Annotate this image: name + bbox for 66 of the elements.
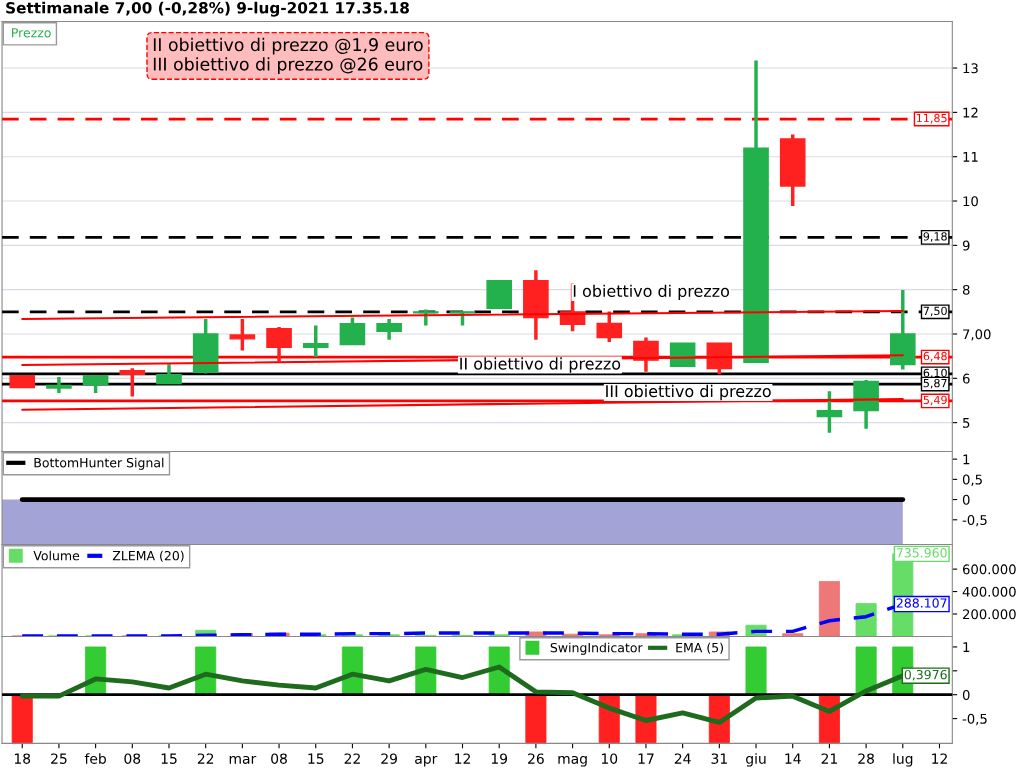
x-tick-label: 08 — [271, 753, 287, 764]
x-tick-label: 08 — [124, 753, 141, 764]
x-tick-label: giu — [746, 753, 766, 767]
ref-line-label: 5,87 — [923, 378, 947, 389]
y-tick-label: 0,5 — [962, 474, 982, 486]
x-tick-label: mag — [558, 755, 587, 767]
x-tick-label: 25 — [51, 753, 67, 764]
x-tick-label: 28 — [858, 753, 874, 764]
ref-line-label: 6,10 — [923, 368, 947, 379]
x-tick-label: 29 — [381, 753, 397, 764]
data-label: 288.107 — [896, 598, 947, 608]
y-tick-label: -0,5 — [962, 515, 987, 527]
y-tick-label: 1 — [963, 642, 970, 652]
y-tick-label: 600.000 — [962, 564, 1016, 575]
x-tick-label: 12 — [932, 753, 947, 764]
x-tick-label: 10 — [601, 753, 618, 764]
x-tick-label: 19 — [491, 753, 508, 764]
annotation: II obiettivo di prezzo @1,9 euro III obiettivo di prezzo @26 euro — [153, 37, 423, 75]
ref-line-label: 6,48 — [923, 351, 947, 362]
x-tick-label: 21 — [821, 753, 837, 764]
y-tick-label: 9 — [962, 240, 970, 251]
text: Prezzo — [12, 28, 51, 38]
ref-line-label: 5,49 — [923, 395, 947, 406]
legend-label: EMA (5) — [676, 642, 723, 654]
x-tick-label: 31 — [711, 753, 727, 764]
y-tick-label: 7,00 — [963, 329, 991, 341]
x-tick-label: 18 — [14, 753, 31, 764]
legend-label: SwingIndicator — [550, 642, 643, 655]
data-label: 735.960 — [896, 548, 947, 558]
y-tick-label: 6 — [962, 373, 970, 384]
chart-title: Settimanale 7,00 (-0,28%) 9-lug-2021 17.35.18 — [6, 1, 409, 17]
x-tick-label: 17 — [638, 753, 654, 764]
x-tick-label: 12 — [455, 753, 470, 764]
ref-line-label: 9,18 — [923, 232, 947, 242]
annotation: II obiettivo di prezzo — [460, 357, 621, 373]
x-tick-label: mar — [229, 755, 257, 764]
x-tick-label: 15 — [308, 753, 324, 764]
annotation: III obiettivo di prezzo — [606, 384, 771, 401]
y-tick-label: 0 — [962, 689, 970, 700]
x-tick-label: 24 — [674, 753, 691, 764]
x-tick-label: apr — [415, 755, 438, 767]
y-tick-label: 10 — [963, 196, 978, 207]
y-tick-label: 400.000 — [962, 586, 1016, 597]
y-tick-label: 11 — [963, 152, 978, 162]
x-tick-label: 22 — [197, 753, 214, 764]
x-tick-label: 15 — [161, 753, 177, 764]
x-tick-label: 26 — [528, 753, 544, 764]
y-tick-label: 0 — [962, 494, 970, 505]
x-tick-label: 22 — [344, 753, 360, 764]
y-tick-label: -0,5 — [962, 713, 987, 726]
legend-label: ZLEMA (20) — [112, 550, 184, 562]
ref-line-label: 7,50 — [923, 306, 947, 317]
legend-label: BottomHunter Signal — [34, 457, 164, 470]
y-tick-label: 8 — [962, 284, 970, 295]
y-tick-label: 13 — [963, 63, 978, 74]
x-tick-label: 14 — [785, 753, 801, 764]
y-tick-label: 5 — [963, 418, 970, 428]
x-tick-label: lug — [893, 753, 913, 767]
legend-label: Volume — [33, 550, 80, 561]
y-tick-label: 12 — [963, 107, 978, 118]
y-tick-label: 1 — [963, 454, 970, 465]
ref-line-label: 11,85 — [916, 113, 947, 124]
data-label: 0,3976 — [904, 669, 947, 681]
y-tick-label: 200.000 — [963, 609, 1016, 620]
x-tick-label: feb — [84, 753, 106, 764]
annotation: I obiettivo di prezzo — [573, 284, 730, 301]
